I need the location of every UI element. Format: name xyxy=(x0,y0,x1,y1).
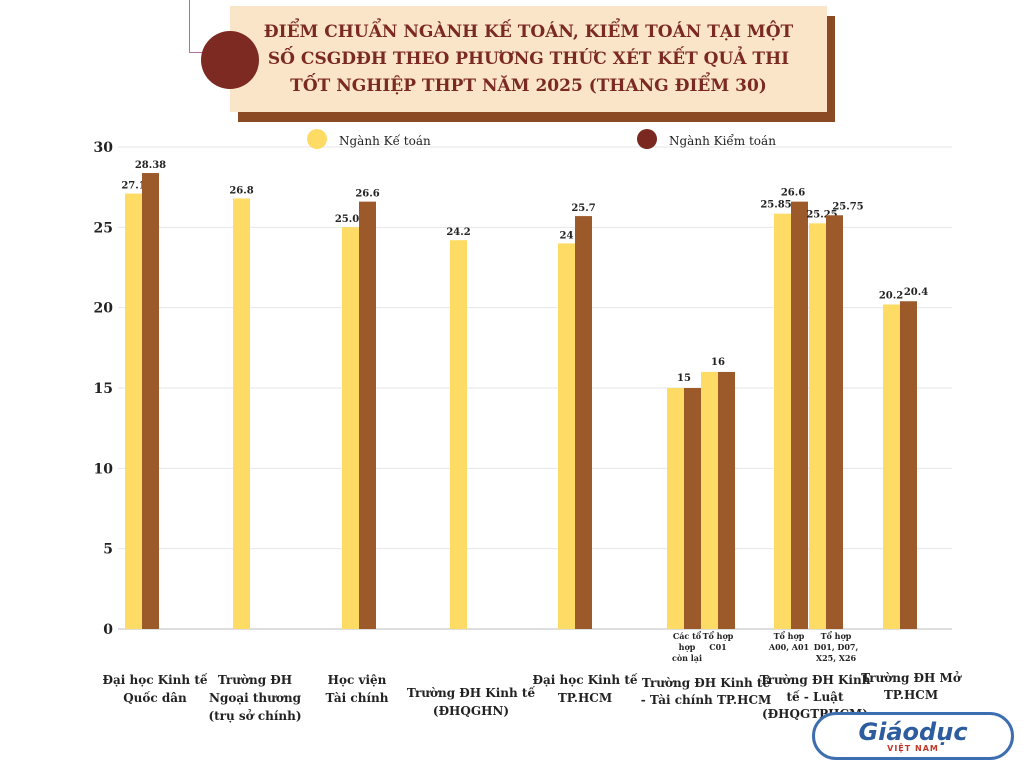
category-label: hợp xyxy=(679,642,696,652)
category-label: X25, X26 xyxy=(816,653,857,663)
category-label: Ngoại thương xyxy=(209,691,302,705)
title-circle-decoration xyxy=(201,31,259,89)
data-label: 20.2 xyxy=(879,290,903,301)
y-tick-label: 5 xyxy=(103,542,113,558)
y-tick-label: 15 xyxy=(94,381,113,397)
bar xyxy=(450,240,467,630)
data-label: 27.1 xyxy=(121,181,145,192)
category-label: Tổ hợp xyxy=(821,631,852,641)
data-label: 16 xyxy=(711,357,725,368)
legend-label: Ngành Kế toán xyxy=(339,133,431,148)
data-label: 25.25 xyxy=(806,209,837,220)
y-tick-label: 20 xyxy=(94,301,114,317)
data-label: 25.75 xyxy=(832,201,863,212)
bar xyxy=(900,301,917,629)
y-tick-label: 10 xyxy=(94,461,114,477)
category-label: C01 xyxy=(709,642,727,652)
bar xyxy=(142,173,159,629)
logo-sub-text: VIỆT NAM xyxy=(887,743,939,753)
category-label: tế - Luật xyxy=(787,689,844,704)
category-label: TP.HCM xyxy=(558,691,612,705)
category-label: Trường ĐH Kinh tế xyxy=(642,675,771,690)
data-label: 26.8 xyxy=(229,185,253,196)
bar xyxy=(684,388,701,629)
bar xyxy=(342,227,359,629)
y-tick-label: 0 xyxy=(103,622,113,638)
category-label: Tổ hợp xyxy=(774,631,805,641)
bar xyxy=(791,201,808,630)
data-label: 24.2 xyxy=(446,227,470,238)
category-label: (trụ sở chính) xyxy=(208,708,301,723)
category-label: Trường ĐH Mở xyxy=(861,670,962,685)
data-label: 25.85 xyxy=(760,200,791,211)
category-label: Học viện xyxy=(328,673,387,687)
bar xyxy=(718,371,735,629)
category-label: TP.HCM xyxy=(884,688,938,702)
category-label: D01, D07, xyxy=(814,642,859,652)
bar xyxy=(359,201,376,630)
bar xyxy=(826,215,843,630)
bar xyxy=(125,193,142,630)
category-label: - Tài chính TP.HCM xyxy=(641,693,772,707)
category-label: còn lại xyxy=(672,653,702,663)
category-label: Trường ĐH Kinh xyxy=(760,673,871,687)
data-label: 24 xyxy=(560,230,574,241)
bar xyxy=(667,388,684,629)
data-label: 15 xyxy=(677,373,691,384)
data-label: 26.6 xyxy=(781,188,805,199)
category-label: Đại học Kinh tế xyxy=(102,672,207,687)
data-label: 20.4 xyxy=(904,287,928,298)
bar xyxy=(233,198,250,629)
decorative-line xyxy=(189,0,190,52)
bar xyxy=(809,223,826,630)
data-label: 25.7 xyxy=(571,203,595,214)
data-label: 25.01 xyxy=(335,214,366,225)
title-box: ĐIỂM CHUẨN NGÀNH KẾ TOÁN, KIỂM TOÁN TẠI … xyxy=(230,6,827,112)
category-label: Tổ hợp xyxy=(703,631,734,641)
category-label: Quốc dân xyxy=(123,690,187,705)
y-tick-label: 25 xyxy=(94,220,113,236)
data-label: 28.38 xyxy=(135,160,166,171)
bar xyxy=(883,304,900,629)
legend-marker xyxy=(637,129,657,149)
category-label: Đại học Kinh tế xyxy=(532,672,637,687)
category-label: Trường ĐH Kinh tế xyxy=(407,685,536,700)
legend-marker xyxy=(307,129,327,149)
logo-main-text: Giáodục xyxy=(858,717,968,746)
data-label: 26.6 xyxy=(355,189,379,200)
category-label: A00, A01 xyxy=(768,642,809,652)
bar xyxy=(701,371,718,629)
bar xyxy=(575,216,592,629)
decorative-line xyxy=(189,52,203,53)
category-label: (ĐHQGHN) xyxy=(433,704,509,718)
category-label: Các tổ xyxy=(673,631,702,641)
legend-label: Ngành Kiểm toán xyxy=(669,133,776,148)
category-label: Tài chính xyxy=(326,691,389,705)
category-label: Trường ĐH xyxy=(218,673,292,687)
giaoduc-logo: Giáodục VIỆT NAM xyxy=(812,712,1014,760)
y-tick-label: 30 xyxy=(94,140,114,156)
bar xyxy=(774,213,791,629)
bar xyxy=(558,243,575,629)
chart-title: ĐIỂM CHUẨN NGÀNH KẾ TOÁN, KIỂM TOÁN TẠI … xyxy=(263,21,794,96)
